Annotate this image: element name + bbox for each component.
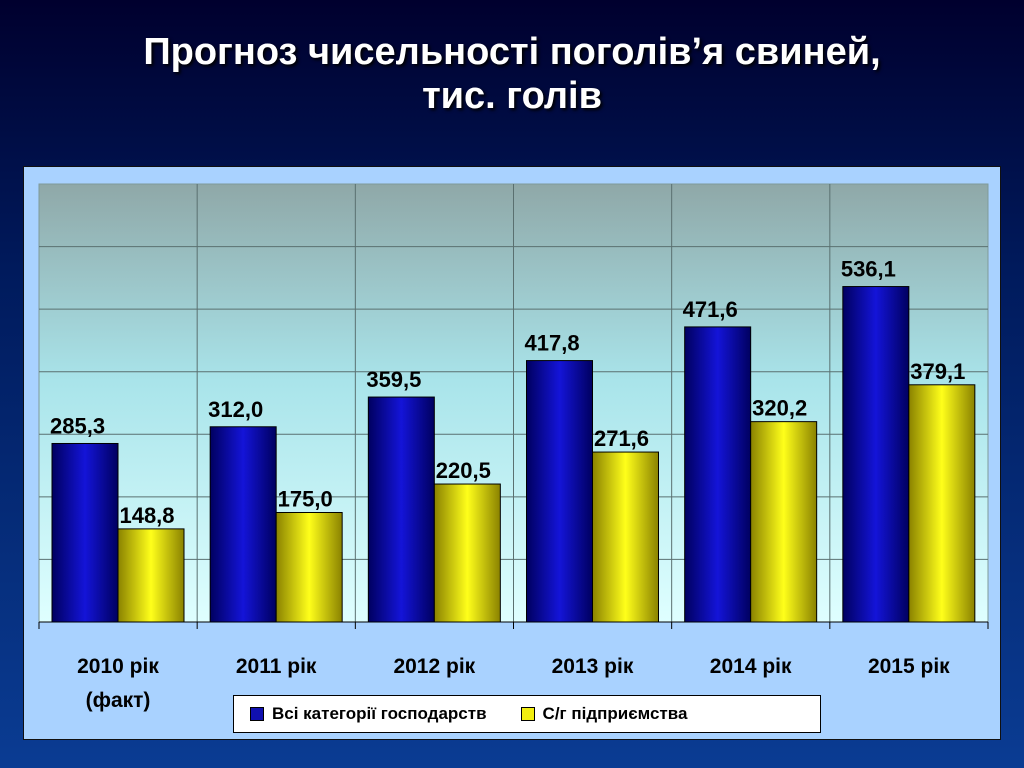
legend-swatch-all [250, 707, 264, 721]
category-label: 2012 рік [355, 650, 513, 684]
data-label-agri: 148,8 [119, 503, 174, 528]
bars [51, 286, 976, 623]
category-label-line: 2011 рік [235, 655, 317, 678]
category-label: 2015 рік [830, 650, 988, 684]
bar-all [526, 360, 593, 623]
category-label-line: (факт) [85, 689, 151, 712]
chart-title-line-1: Прогноз чисельності поголів’я свиней, [143, 31, 881, 73]
data-label-all: 471,6 [683, 297, 738, 322]
category-label-line: 2014 рік [709, 655, 792, 678]
legend-swatch-agri [520, 707, 535, 721]
legend-item-agri: С/г підприємства [520, 704, 688, 724]
category-label: 2011 рік [197, 650, 355, 684]
chart-title: Прогноз чисельності поголів’я свиней, ти… [0, 30, 1024, 118]
chart-title-line-2: тис. голів [422, 75, 602, 117]
legend-label-all: Всі категорії господарств [272, 704, 487, 723]
bar-agri [433, 483, 501, 623]
bar-all [684, 326, 752, 623]
category-label-line: 2012 рік [393, 655, 476, 678]
legend: Всі категорії господарств С/г підприємст… [233, 695, 821, 733]
data-label-all: 312,0 [208, 397, 263, 422]
bar-agri [275, 512, 343, 623]
category-label: 2010 рік (факт) [39, 650, 197, 718]
category-label: 2013 рік [514, 650, 672, 684]
category-label-line: 2010 рік [77, 655, 159, 678]
bar-all [51, 442, 119, 623]
bar-all [209, 426, 277, 623]
data-label-all: 359,5 [366, 367, 421, 392]
bar-agri [750, 421, 818, 623]
data-label-all: 285,3 [50, 413, 105, 438]
legend-label-agri: С/г підприємства [542, 704, 688, 723]
bar-agri [117, 528, 185, 623]
data-label-agri: 175,0 [278, 487, 333, 512]
bar-agri [908, 384, 976, 623]
legend-item-all: Всі категорії господарств [250, 704, 487, 724]
grid-lines [38, 184, 989, 629]
data-label-agri: 320,2 [752, 396, 807, 421]
data-label-agri: 271,6 [594, 426, 649, 451]
bar-agri [592, 451, 659, 623]
category-label-line: 2015 рік [867, 655, 950, 678]
data-label-agri: 220,5 [436, 458, 491, 483]
category-label-line: 2013 рік [551, 655, 634, 678]
data-label-all: 417,8 [525, 331, 580, 356]
data-label-all: 536,1 [841, 257, 896, 282]
category-label: 2014 рік [672, 650, 830, 684]
bar-all [842, 286, 910, 623]
bar-all [367, 396, 435, 623]
data-label-agri: 379,1 [910, 359, 965, 384]
value-labels: 285,3 148,8 312,0 175,0 359,5 220,5 417,8 271,6… [50, 257, 965, 528]
